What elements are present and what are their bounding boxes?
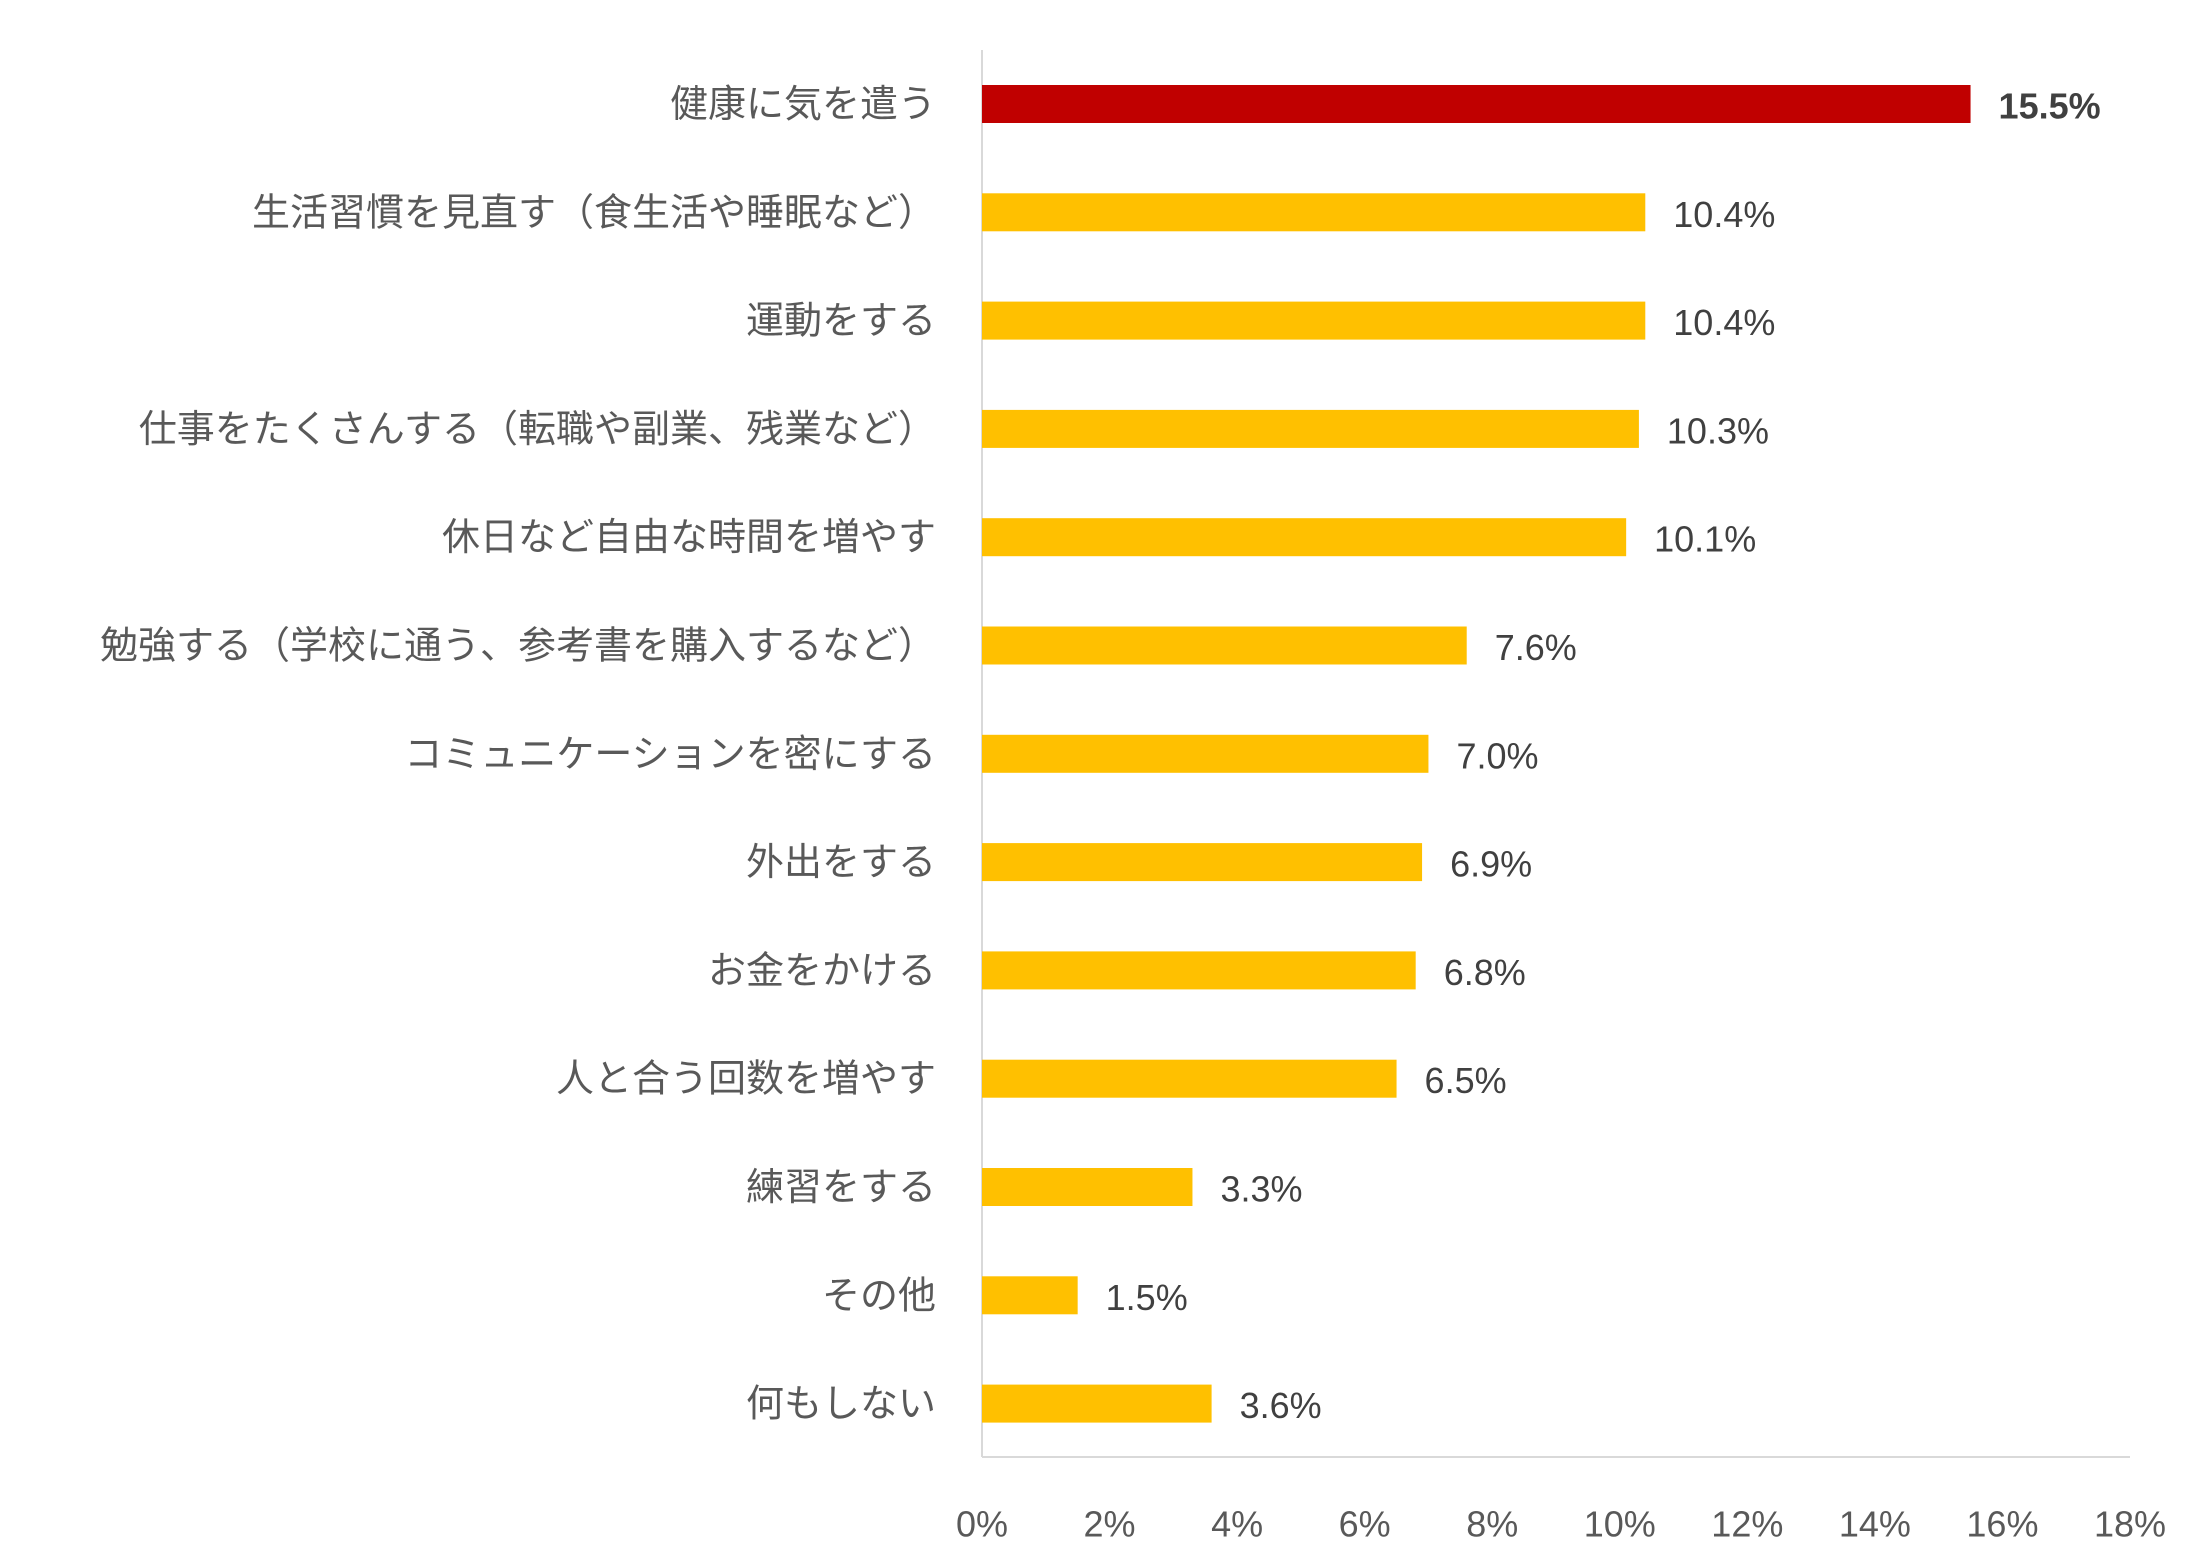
category-label: 生活習慣を見直す（食生活や睡眠など） [252, 190, 936, 234]
bar [982, 518, 1627, 557]
category-label: その他 [822, 1273, 936, 1317]
category-label: 健康に気を遣う [670, 82, 936, 126]
bar [982, 843, 1423, 882]
category-label: コミュニケーションを密にする [404, 732, 936, 776]
category-label: 外出をする [746, 840, 936, 884]
value-label: 10.3% [1667, 410, 1769, 451]
value-label: 10.4% [1673, 194, 1775, 235]
bar [982, 734, 1429, 773]
bar-row: 生活習慣を見直す（食生活や睡眠など） 10.4% [252, 190, 1775, 235]
bar-row: 運動をする 10.4% [746, 299, 1775, 344]
category-label: 運動をする [746, 299, 936, 343]
bar-row: 休日など自由な時間を増やす 10.1% [442, 515, 1756, 560]
value-label: 6.8% [1444, 952, 1526, 993]
x-tick-label: 10% [1584, 1504, 1656, 1545]
bar-row: 仕事をたくさんする（転職や副業、残業など） 10.3% [139, 407, 1769, 452]
bar [982, 1168, 1193, 1206]
value-label: 3.3% [1220, 1169, 1302, 1210]
bar [982, 409, 1639, 448]
bar [982, 951, 1416, 990]
value-label: 10.4% [1673, 302, 1775, 343]
bar-row: 健康に気を遣う 15.5% [670, 82, 2101, 127]
category-label: 休日など自由な時間を増やす [442, 515, 936, 559]
x-tick-label: 4% [1211, 1504, 1263, 1545]
bar [982, 301, 1646, 340]
bar [982, 626, 1467, 665]
category-label: 練習をする [746, 1165, 936, 1209]
value-label: 7.0% [1456, 735, 1538, 776]
bar-row: その他 1.5% [822, 1273, 1188, 1318]
bar [982, 85, 1971, 123]
bar-row: 勉強する（学校に通う、参考書を購入するなど） 7.6% [100, 624, 1577, 669]
bar-row: コミュニケーションを密にする 7.0% [404, 732, 1538, 777]
category-label: 何もしない [746, 1382, 936, 1426]
bar [982, 1384, 1212, 1423]
bar-row: 何もしない 3.6% [746, 1382, 1322, 1427]
x-tick-label: 6% [1339, 1504, 1391, 1545]
x-tick-label: 2% [1084, 1504, 1136, 1545]
x-tick-label: 16% [1966, 1504, 2038, 1545]
bar [982, 1059, 1397, 1098]
x-tick-label: 8% [1466, 1504, 1518, 1545]
category-label: 勉強する（学校に通う、参考書を購入するなど） [100, 624, 936, 668]
x-tick-label: 18% [2094, 1504, 2166, 1545]
x-tick-label: 12% [1711, 1504, 1783, 1545]
category-label: 仕事をたくさんする（転職や副業、残業など） [139, 407, 936, 451]
bar [982, 193, 1646, 232]
value-label: 15.5% [1999, 86, 2101, 127]
x-tick-label: 0% [956, 1504, 1008, 1545]
value-label: 6.9% [1450, 844, 1532, 885]
x-tick-label: 14% [1839, 1504, 1911, 1545]
bar [982, 1276, 1078, 1315]
value-label: 3.6% [1240, 1385, 1322, 1426]
value-label: 1.5% [1106, 1277, 1188, 1318]
category-label: お金をかける [708, 948, 936, 992]
bar-row: お金をかける 6.8% [708, 948, 1526, 993]
value-label: 6.5% [1425, 1060, 1507, 1101]
value-label: 10.1% [1654, 519, 1756, 560]
category-label: 人と合う回数を増やす [556, 1057, 936, 1101]
bar-row: 人と合う回数を増やす 6.5% [556, 1057, 1507, 1102]
bar-row: 外出をする 6.9% [746, 840, 1532, 885]
bar-row: 練習をする 3.3% [746, 1165, 1303, 1210]
value-label: 7.6% [1495, 627, 1577, 668]
